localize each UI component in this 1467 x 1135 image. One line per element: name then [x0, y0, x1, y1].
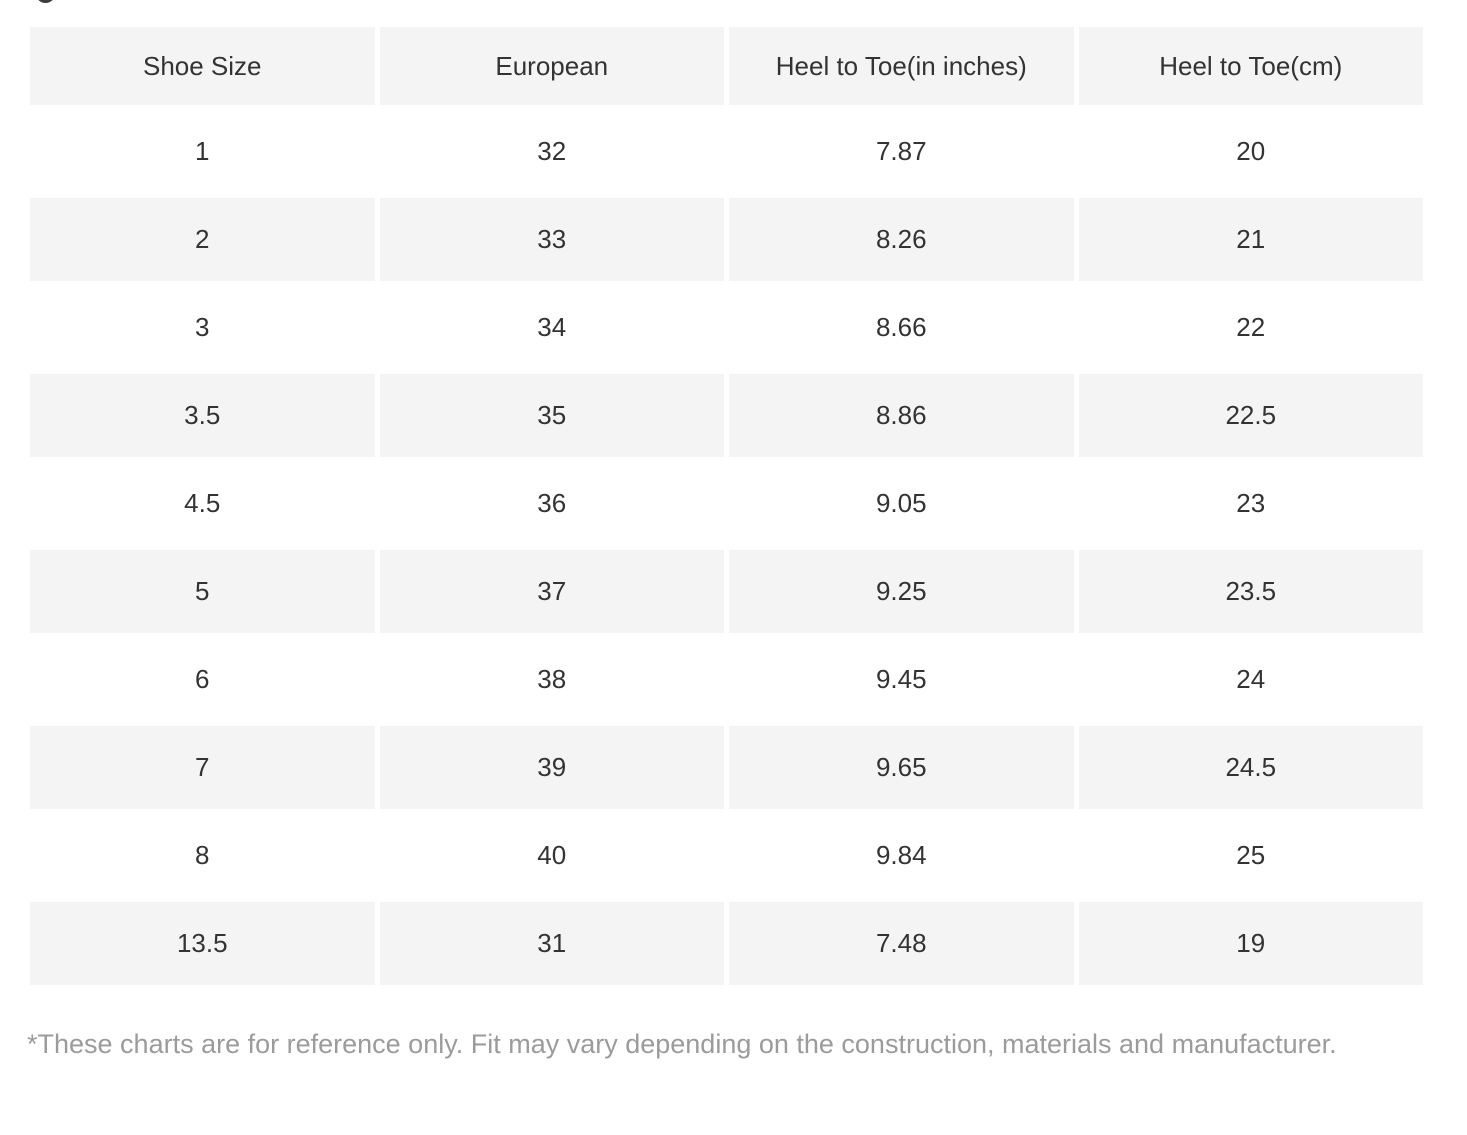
- table-row: 5 37 9.25 23.5: [30, 550, 1423, 633]
- table-cell: 2: [30, 198, 375, 281]
- table-cell: 37: [379, 550, 724, 633]
- table-cell: 32: [379, 110, 724, 193]
- table-cell: 1: [30, 110, 375, 193]
- column-header-european: European: [379, 27, 724, 105]
- table-row: 6 38 9.45 24: [30, 638, 1423, 721]
- table-cell: 31: [379, 902, 724, 985]
- table-row: 2 33 8.26 21: [30, 198, 1423, 281]
- table-cell: 9.65: [729, 726, 1074, 809]
- table-row: 8 40 9.84 25: [30, 814, 1423, 897]
- table-row: 3 34 8.66 22: [30, 286, 1423, 369]
- table-cell: 24.5: [1078, 726, 1423, 809]
- table-cell: 24: [1078, 638, 1423, 721]
- table-cell: 7.48: [729, 902, 1074, 985]
- table-row: 3.5 35 8.86 22.5: [30, 374, 1423, 457]
- table-row: 13.5 31 7.48 19: [30, 902, 1423, 985]
- column-header-shoe-size: Shoe Size: [30, 27, 375, 105]
- column-header-heel-to-toe-inches: Heel to Toe(in inches): [729, 27, 1074, 105]
- table-cell: 6: [30, 638, 375, 721]
- table-cell: 38: [379, 638, 724, 721]
- table-cell: 34: [379, 286, 724, 369]
- table-cell: 20: [1078, 110, 1423, 193]
- table-cell: 8.26: [729, 198, 1074, 281]
- table-cell: 7: [30, 726, 375, 809]
- table-cell: 8.86: [729, 374, 1074, 457]
- table-cell: 22.5: [1078, 374, 1423, 457]
- table-cell: 23.5: [1078, 550, 1423, 633]
- table-cell: 3: [30, 286, 375, 369]
- cropped-logo-icon: [36, 0, 55, 3]
- table-cell: 9.25: [729, 550, 1074, 633]
- table-cell: 5: [30, 550, 375, 633]
- table-cell: 23: [1078, 462, 1423, 545]
- size-chart-header: Shoe Size European Heel to Toe(in inches…: [30, 27, 1423, 105]
- size-chart-body: 1 32 7.87 20 2 33 8.26 21 3 34 8.66 22 3.5 35 8.86 22.5…: [30, 110, 1423, 985]
- table-cell: 21: [1078, 198, 1423, 281]
- table-row: 1 32 7.87 20: [30, 110, 1423, 193]
- table-header-row: Shoe Size European Heel to Toe(in inches…: [30, 27, 1423, 105]
- table-cell: 35: [379, 374, 724, 457]
- table-cell: 8.66: [729, 286, 1074, 369]
- table-cell: 9.84: [729, 814, 1074, 897]
- table-cell: 22: [1078, 286, 1423, 369]
- size-chart-table: Shoe Size European Heel to Toe(in inches…: [25, 22, 1428, 990]
- table-cell: 7.87: [729, 110, 1074, 193]
- table-cell: 3.5: [30, 374, 375, 457]
- table-cell: 36: [379, 462, 724, 545]
- table-cell: 8: [30, 814, 375, 897]
- table-row: 7 39 9.65 24.5: [30, 726, 1423, 809]
- table-cell: 19: [1078, 902, 1423, 985]
- table-cell: 13.5: [30, 902, 375, 985]
- table-cell: 33: [379, 198, 724, 281]
- table-cell: 40: [379, 814, 724, 897]
- table-cell: 9.05: [729, 462, 1074, 545]
- reference-note: *These charts are for reference only. Fi…: [27, 1029, 1337, 1059]
- table-row: 4.5 36 9.05 23: [30, 462, 1423, 545]
- table-cell: 4.5: [30, 462, 375, 545]
- table-cell: 39: [379, 726, 724, 809]
- column-header-heel-to-toe-cm: Heel to Toe(cm): [1078, 27, 1423, 105]
- table-cell: 25: [1078, 814, 1423, 897]
- table-cell: 9.45: [729, 638, 1074, 721]
